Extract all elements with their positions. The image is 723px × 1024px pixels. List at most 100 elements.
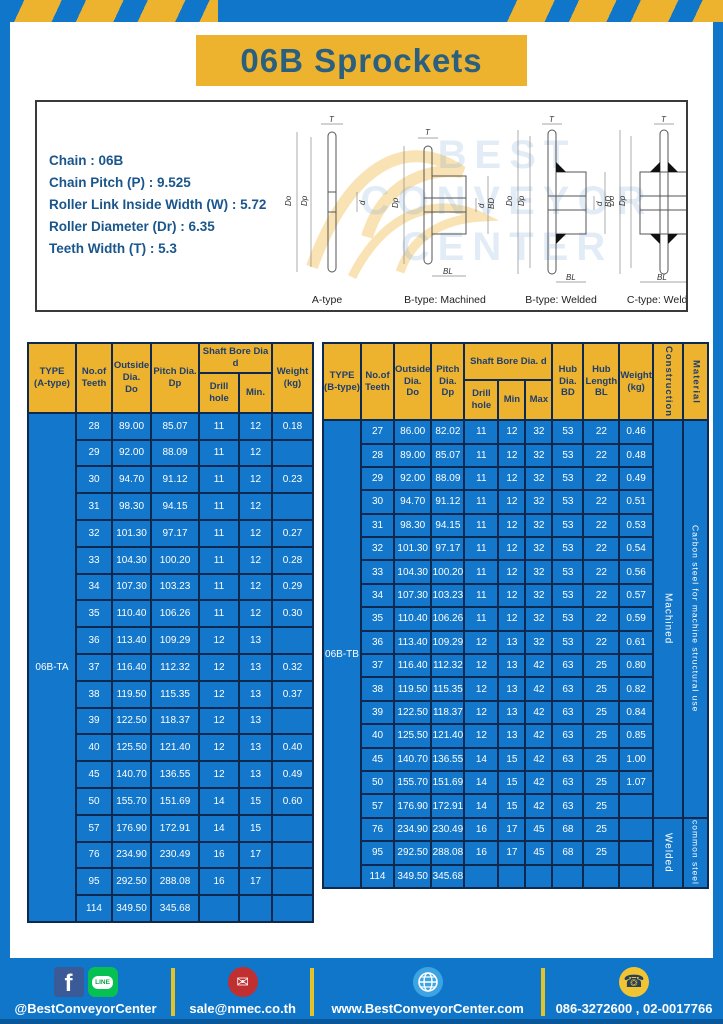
table-cell: 0.28: [271, 545, 314, 575]
table-cell: 15: [238, 786, 273, 816]
table-cell: 11: [463, 419, 500, 445]
table-cell: 110.40: [111, 599, 152, 629]
table-cell: 112.32: [430, 652, 466, 679]
col-header-pitch-dia: Pitch Dia. Dp: [430, 341, 466, 422]
col-header-pitch-dia: Pitch Dia. Dp: [150, 342, 200, 414]
table-cell: 118.37: [430, 699, 466, 726]
table-cell: 119.50: [111, 679, 152, 709]
svg-text:Dp: Dp: [618, 195, 627, 206]
table-cell: 42: [524, 676, 554, 702]
table-cell: 176.90: [111, 813, 152, 843]
table-cell: 32: [524, 442, 554, 468]
svg-text:BD: BD: [487, 198, 496, 209]
table-cell: 16: [198, 840, 240, 870]
table-cell: 234.90: [392, 816, 433, 843]
table-cell: 0.80: [618, 652, 654, 679]
table-cell: 13: [238, 652, 273, 682]
diagram-panel: BEST CONVEYOR CENTER Chain : 06B Chain P…: [35, 100, 688, 312]
table-cell: 89.00: [111, 411, 152, 441]
table-cell: [238, 894, 273, 923]
footer-phone: ☎ 086-3272600 , 02-0017766: [545, 966, 723, 1016]
table-cell: 35: [75, 599, 113, 629]
table-cell: 0.32: [271, 652, 314, 682]
table-cell: 12: [198, 626, 240, 655]
table-cell: 32: [524, 582, 554, 609]
table-cell: 345.68: [150, 894, 200, 923]
table-cell: 104.30: [392, 559, 433, 585]
table-cell: 53: [551, 512, 585, 539]
table-cell: 230.49: [430, 816, 466, 843]
table-cell: 34: [75, 572, 113, 602]
table-cell: 12: [497, 465, 527, 492]
spec-pitch: Chain Pitch (P) : 9.525: [49, 175, 191, 190]
drawing-b-type-welded: T Do Dp d BD BL B-type: Welded: [505, 115, 617, 306]
table-cell: 32: [524, 465, 554, 492]
svg-text:T: T: [549, 116, 555, 124]
table-cell: 25: [582, 676, 621, 702]
table-cell: 92.00: [392, 465, 433, 492]
table-cell: 122.50: [392, 699, 433, 726]
table-cell: 06B-TA: [27, 411, 77, 923]
table-cell: 14: [463, 793, 500, 819]
table-cell: 106.26: [150, 599, 200, 629]
table-cell: 36: [75, 626, 113, 655]
table-cell: 11: [198, 518, 240, 548]
table-cell: 98.30: [111, 492, 152, 521]
table-cell: 0.29: [271, 572, 314, 602]
table-cell: 12: [198, 652, 240, 682]
table-cell: 53: [551, 536, 585, 562]
table-cell: 12: [198, 706, 240, 736]
line-icon: LINE: [87, 967, 118, 997]
table-cell: 32: [75, 518, 113, 548]
table-cell: 63: [551, 746, 585, 772]
svg-text:Do: Do: [610, 195, 616, 206]
table-cell: 288.08: [430, 840, 466, 866]
phone-icon: ☎: [619, 967, 649, 997]
table-cell: 95: [75, 867, 113, 897]
mail-icon: ✉: [227, 967, 258, 997]
table-cell: 11: [463, 559, 500, 585]
table-cell: [271, 867, 314, 897]
svg-text:d: d: [477, 203, 486, 208]
table-cell: 155.70: [392, 769, 433, 796]
table-cell: 13: [238, 679, 273, 709]
table-cell: 17: [238, 867, 273, 897]
table-cell: 1.00: [618, 746, 654, 772]
table-cell: 0.40: [271, 733, 314, 763]
table-cell: 15: [497, 769, 527, 796]
hazard-stripes-left: [0, 0, 218, 22]
table-cell: 32: [524, 512, 554, 539]
table-cell: 63: [551, 699, 585, 726]
table-cell: 42: [524, 723, 554, 749]
col-header-type: TYPE (A-type): [27, 342, 77, 414]
table-cell: 31: [75, 492, 113, 521]
table-cell: 13: [497, 629, 527, 656]
table-cell: [271, 438, 314, 468]
table-cell: 292.50: [392, 840, 433, 866]
table-cell: 13: [238, 626, 273, 655]
table-cell: 0.23: [271, 465, 314, 495]
page-border-left: [0, 22, 10, 958]
table-cell: 38: [360, 676, 395, 702]
table-cell: 103.23: [150, 572, 200, 602]
top-border-bar: [0, 0, 723, 22]
facebook-icon: f: [53, 967, 84, 997]
table-cell: 12: [497, 419, 527, 445]
table-cell: 114: [360, 863, 395, 889]
col-header-weight: Weight (kg): [618, 341, 654, 422]
table-cell: 106.26: [430, 606, 466, 632]
table-cell: 11: [198, 438, 240, 468]
table-cell: 107.30: [111, 572, 152, 602]
table-cell: 17: [238, 840, 273, 870]
table-cell: 25: [582, 723, 621, 749]
table-cell: [551, 863, 585, 889]
table-cell: 12: [497, 512, 527, 539]
table-cell: 57: [360, 793, 395, 819]
table-cell: 12: [463, 652, 500, 679]
footer-bottom-strip: [0, 1019, 723, 1024]
drawing-b-type-machined: T Dp d BD BL B-type: Machined: [389, 116, 501, 306]
table-cell: 13: [238, 733, 273, 763]
col-header-weight: Weight (kg): [271, 342, 314, 414]
table-cell: 112.32: [150, 652, 200, 682]
table-cell: 12: [497, 442, 527, 468]
